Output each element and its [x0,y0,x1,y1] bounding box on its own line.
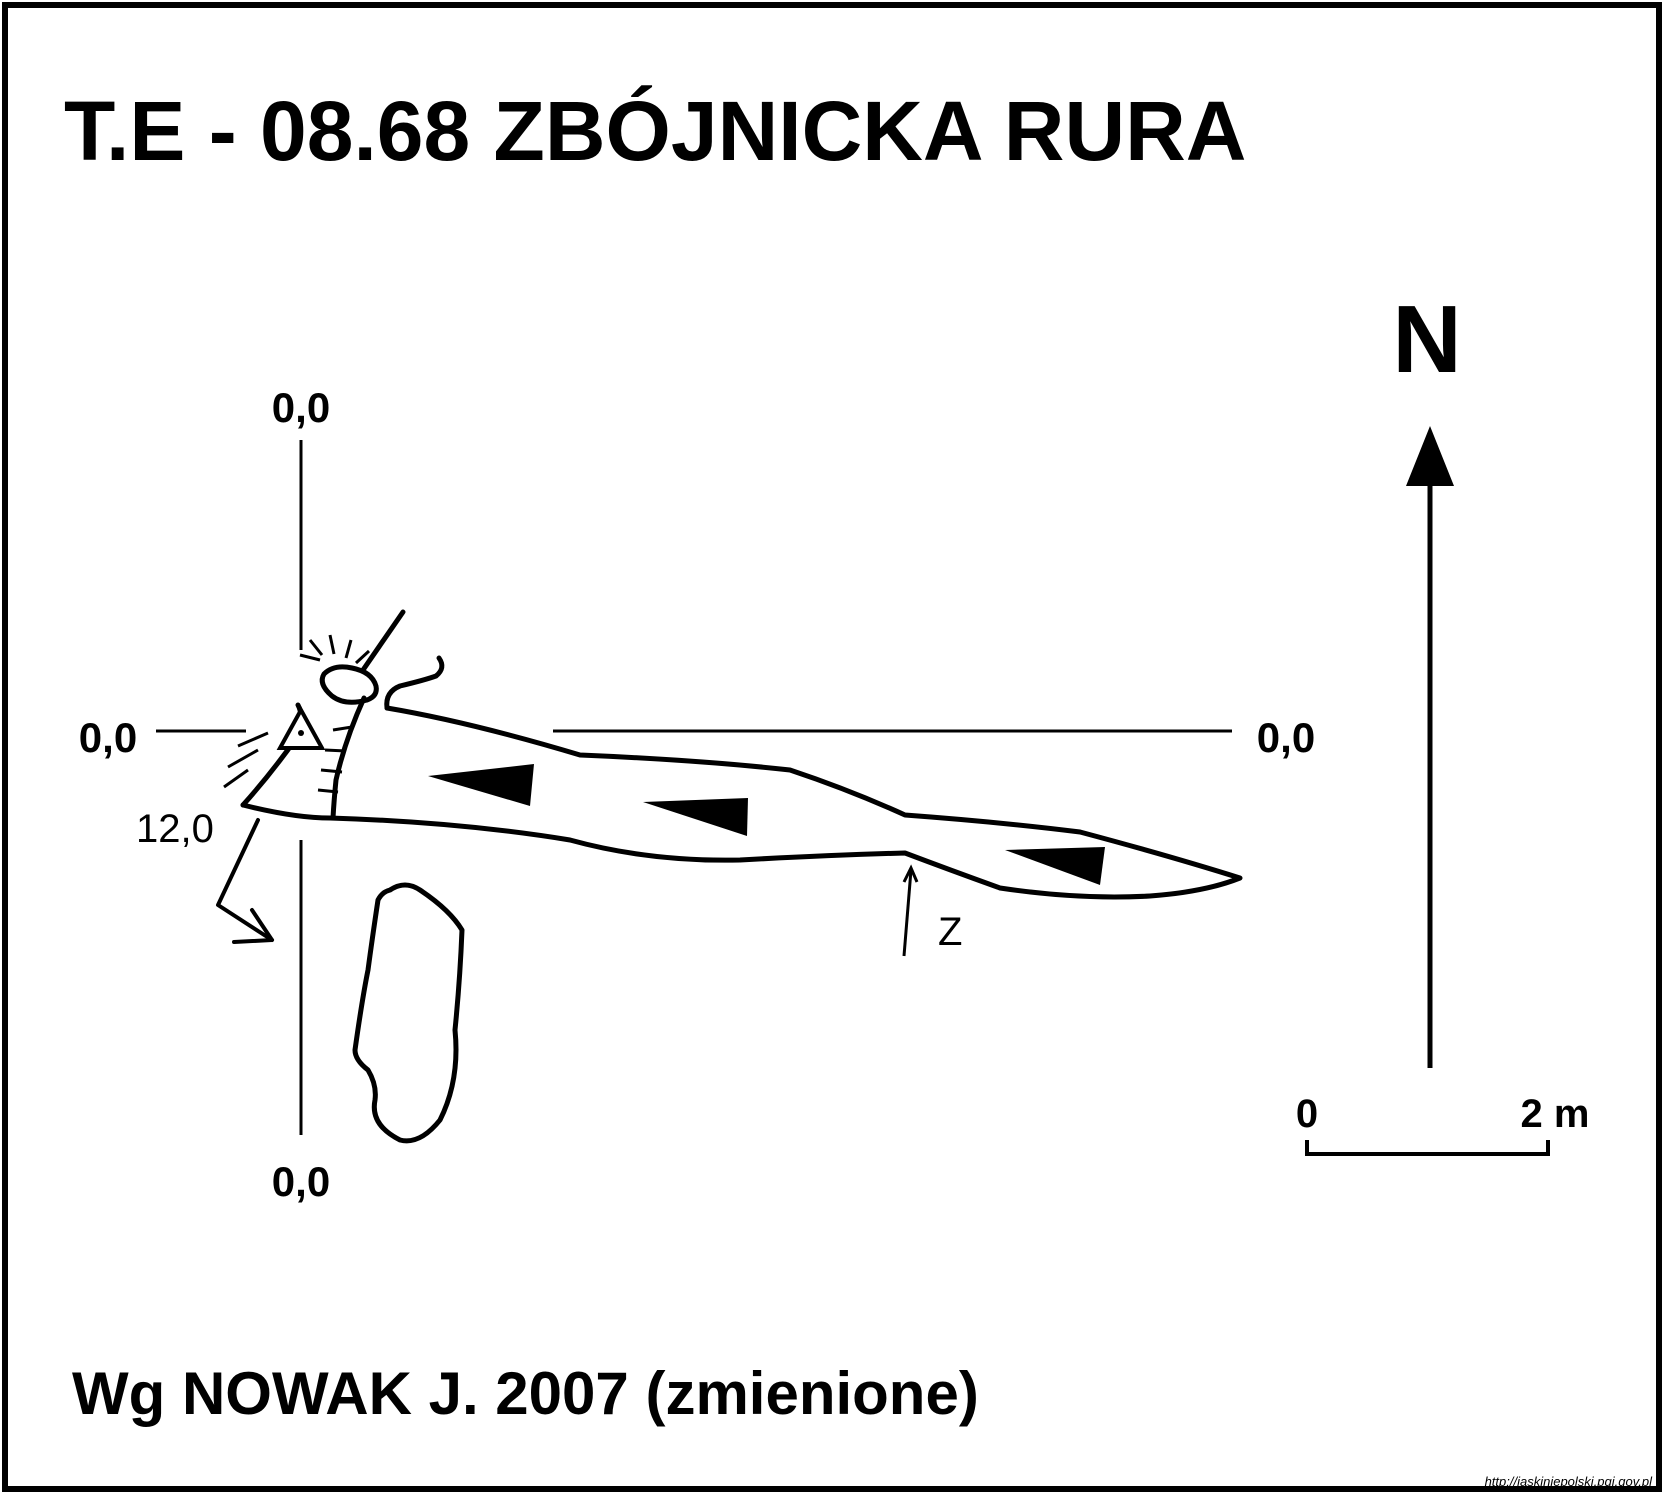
slope-arrow-3 [1005,847,1105,885]
coordinate-grid [156,440,1232,1135]
entrance-cliff-line [360,609,406,673]
descent-arrow-icon [216,818,274,944]
cave-entrance-wall [384,655,445,711]
scale-bar [1305,1140,1550,1156]
rock-island [352,882,465,1144]
slope-hachures [223,634,371,794]
cave-passage-wall [240,705,1243,900]
slope-arrow-2 [643,798,748,836]
coord-label-bottom: 0,0 [272,1158,330,1205]
passage-pointer-icon [902,864,919,957]
scale-end-label: 2 m [1521,1092,1590,1136]
coord-label-left: 0,0 [79,714,137,761]
sinkhole-outline [319,664,379,705]
map-title: T.E - 08.68 ZBÓJNICKA RURA [64,84,1246,178]
source-url: http://jaskiniepolski.pgi.gov.pl [1485,1474,1654,1489]
survey-station-icon [276,705,326,750]
north-label: N [1392,286,1461,393]
map-credit: Wg NOWAK J. 2007 (zmienione) [72,1360,979,1427]
scale-start-label: 0 [1296,1092,1318,1136]
slope-arrow-1 [428,764,534,806]
cave-threshold-wall [330,695,367,821]
slope-arrows [428,764,1105,885]
passage-label: Z [938,910,962,954]
coord-label-right: 0,0 [1257,714,1315,761]
coord-label-top: 0,0 [272,384,330,431]
depth-label: 12,0 [136,807,214,851]
north-arrow-icon [1406,426,1454,1068]
